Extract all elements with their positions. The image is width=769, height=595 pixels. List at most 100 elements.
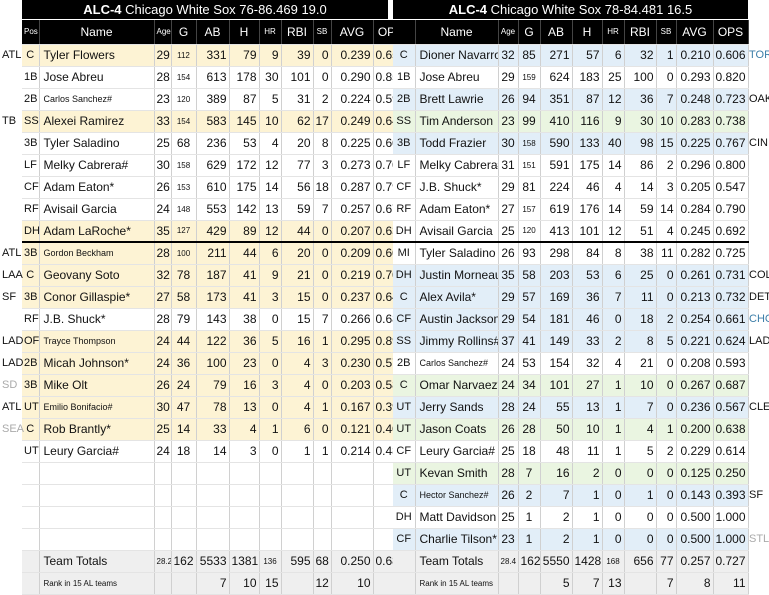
cell-hr: 5 <box>259 88 282 111</box>
cell-avg: 0.210 <box>676 44 714 67</box>
cell-rbi: 62 <box>281 110 314 133</box>
totals-hr: 136 <box>259 550 282 573</box>
cell-ops: 0.767 <box>713 132 749 155</box>
cell-rbi: 100 <box>624 66 657 89</box>
table-row: SS Tim Anderson 23 99 410 116 9 30 10 0.283 0.738 <box>393 110 749 133</box>
cell-rbi: 0 <box>624 506 657 529</box>
empty-cell <box>22 506 40 529</box>
cell-hr: 12 <box>259 220 282 243</box>
table-row: C Hector Sanchez# 26 2 7 1 0 1 0 0.143 0.393 <box>393 484 749 507</box>
header-h: H <box>572 20 603 45</box>
cell-hr: 14 <box>259 176 282 199</box>
totals-g: 162 <box>171 550 197 573</box>
cell-hr: 0 <box>602 506 625 529</box>
cell-ab: 619 <box>540 198 573 221</box>
cell-pos: CF <box>393 308 416 331</box>
cell-sb: 1 <box>313 330 332 353</box>
cell-g: 2 <box>518 484 541 507</box>
cell-ops: 0.624 <box>713 330 749 353</box>
header-rbi: RBI <box>624 20 657 45</box>
empty-cell <box>154 506 172 529</box>
cell-avg: 0.295 <box>331 330 374 353</box>
cell-avg: 0.293 <box>676 66 714 89</box>
cell-h: 11 <box>572 440 603 463</box>
cell-rbi: 15 <box>281 308 314 331</box>
cell-ab: 187 <box>196 264 230 287</box>
prior-team-tag: OAK <box>749 93 769 105</box>
empty-cell <box>39 528 155 551</box>
table-row: LF Melky Cabrera# 30 158 629 172 12 77 3 0.273 0.7… <box>22 154 409 177</box>
cell-age: 24 <box>154 440 172 463</box>
empty-cell <box>281 484 314 507</box>
cell-avg: 0.282 <box>676 241 714 265</box>
cell-sb: 11 <box>656 241 677 265</box>
cell-age: 32 <box>154 264 172 287</box>
cell-rbi: 20 <box>281 241 314 265</box>
cell-ab: 351 <box>540 88 573 111</box>
cell-sb: 5 <box>656 330 677 353</box>
cell-age: 24 <box>498 352 519 375</box>
cell-avg: 0.266 <box>331 308 374 331</box>
cell-sb: 0 <box>656 66 677 89</box>
cell-h: 175 <box>229 176 260 199</box>
table-row: 1B Jose Abreu 29 159 624 183 25 100 0 0.293 0.820 <box>393 66 749 89</box>
cell-pos: C <box>22 264 40 287</box>
cell-sb: 1 <box>313 396 332 419</box>
rank-hr: 13 <box>602 572 625 595</box>
table-row: MI Tyler Saladino 26 93 298 84 8 38 11 0.282 0.725 <box>393 241 749 265</box>
cell-g: 157 <box>518 198 541 221</box>
header-sb: SB <box>313 20 332 45</box>
cell-name: Leury Garcia# <box>39 440 155 463</box>
cell-pos: UT <box>393 418 416 441</box>
cell-g: 127 <box>171 220 197 243</box>
cell-avg: 0.296 <box>676 154 714 177</box>
cell-sb: 0 <box>656 286 677 309</box>
cell-rbi: 59 <box>281 198 314 221</box>
cell-sb: 18 <box>313 176 332 199</box>
table-row: RF Avisail Garcia 24 148 553 142 13 59 7 0.257 0.6… <box>22 198 409 221</box>
cell-avg: 0.225 <box>676 132 714 155</box>
cell-rbi: 39 <box>281 44 314 67</box>
cell-avg: 0.143 <box>676 484 714 507</box>
cell-name: Justin Morneau* <box>415 264 499 287</box>
cell-sb: 2 <box>313 88 332 111</box>
cell-sb: 7 <box>313 308 332 331</box>
empty-cell <box>331 462 374 485</box>
cell-hr: 5 <box>259 330 282 353</box>
empty-cell <box>171 462 197 485</box>
cell-h: 36 <box>572 286 603 309</box>
cell-g: 47 <box>171 396 197 419</box>
cell-age: 26 <box>154 374 172 397</box>
cell-name: Omar Narvaez* <box>415 374 499 397</box>
cell-ab: 149 <box>540 330 573 353</box>
cell-sb: 17 <box>313 110 332 133</box>
cell-ops: 1.000 <box>713 528 749 551</box>
cell-name: Avisail Garcia <box>39 198 155 221</box>
cell-age: 24 <box>154 330 172 353</box>
header-pos: Pos <box>22 20 40 45</box>
cell-name: Avisail Garcia <box>415 220 499 243</box>
cell-g: 158 <box>518 132 541 155</box>
cell-g: 100 <box>171 241 197 265</box>
cell-h: 89 <box>229 220 260 243</box>
rank-label: Rank in 15 AL teams <box>415 572 499 595</box>
cell-g: 81 <box>518 176 541 199</box>
cell-hr: 1 <box>259 418 282 441</box>
cell-avg: 0.219 <box>331 264 374 287</box>
prior-team-tag: CHC <box>749 313 769 325</box>
cell-g: 34 <box>518 374 541 397</box>
cell-rbi: 18 <box>624 308 657 331</box>
cell-sb: 8 <box>313 132 332 155</box>
cell-age: 24 <box>154 352 172 375</box>
cell-ops: 0.692 <box>713 220 749 243</box>
cell-avg: 0.500 <box>676 528 714 551</box>
empty-row <box>22 506 409 529</box>
cell-avg: 0.125 <box>676 462 714 485</box>
cell-sb: 0 <box>313 66 332 89</box>
rank-avg: 10 <box>331 572 374 595</box>
cell-g: 94 <box>518 88 541 111</box>
rank-rbi <box>624 572 657 595</box>
cell-hr: 12 <box>259 154 282 177</box>
totals-label: Team Totals <box>415 550 499 573</box>
cell-rbi: 4 <box>281 396 314 419</box>
